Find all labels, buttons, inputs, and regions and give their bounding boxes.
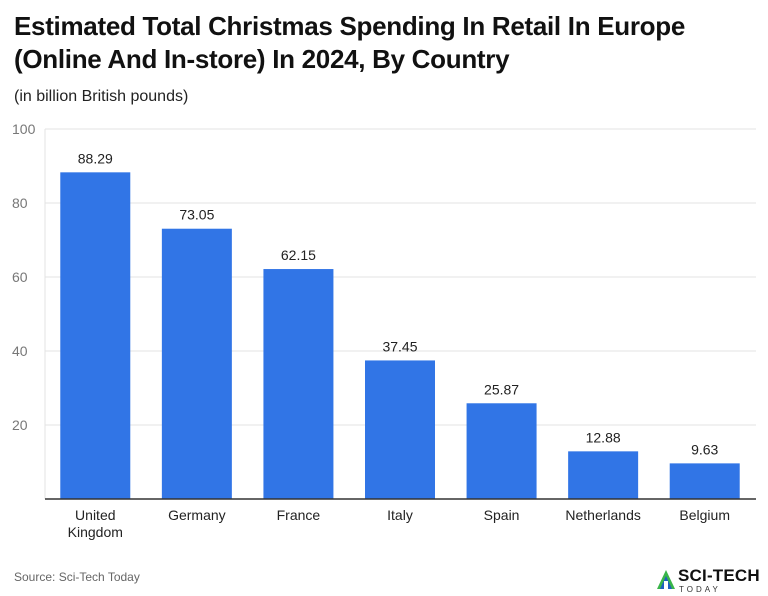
logo-tagline: TODAY — [679, 585, 721, 594]
source-note: Source: Sci-Tech Today — [14, 570, 140, 584]
x-tick-label: Spain — [484, 507, 520, 523]
bar — [365, 360, 435, 499]
x-tick-label: France — [277, 507, 321, 523]
data-label: 12.88 — [586, 429, 621, 445]
brand-logo: SCI-TECH TODAY — [656, 566, 766, 596]
bar — [161, 228, 232, 499]
bar — [568, 451, 639, 499]
data-label: 9.63 — [691, 441, 718, 457]
bar — [263, 269, 334, 499]
y-tick-label: 40 — [12, 343, 28, 359]
data-label: 88.29 — [78, 150, 113, 166]
chart-subtitle: (in billion British pounds) — [14, 88, 189, 105]
y-tick-label: 60 — [12, 269, 28, 285]
data-label: 25.87 — [484, 381, 519, 397]
x-tick-label: Germany — [168, 507, 226, 523]
chart-title: Estimated Total Christmas Spending In Re… — [14, 11, 685, 74]
y-tick-label: 80 — [12, 195, 28, 211]
logo-mark-icon — [657, 570, 675, 589]
data-label: 37.45 — [382, 338, 417, 354]
data-label: 62.15 — [281, 247, 316, 263]
bar — [669, 463, 740, 499]
bar-chart: 20 40 60 80 100 88.29 United Kingdom 73.05 German… — [12, 121, 756, 540]
x-tick-label: Netherlands — [565, 507, 641, 523]
bar — [60, 172, 131, 499]
y-tick-label: 20 — [12, 417, 28, 433]
x-tick-label: United Kingdom — [68, 507, 123, 540]
bar — [466, 403, 537, 499]
y-tick-label: 100 — [12, 121, 36, 137]
x-tick-label: Belgium — [679, 507, 730, 523]
logo-name: SCI-TECH — [678, 566, 760, 585]
data-label: 73.05 — [179, 207, 214, 223]
x-tick-label: Italy — [387, 507, 413, 523]
